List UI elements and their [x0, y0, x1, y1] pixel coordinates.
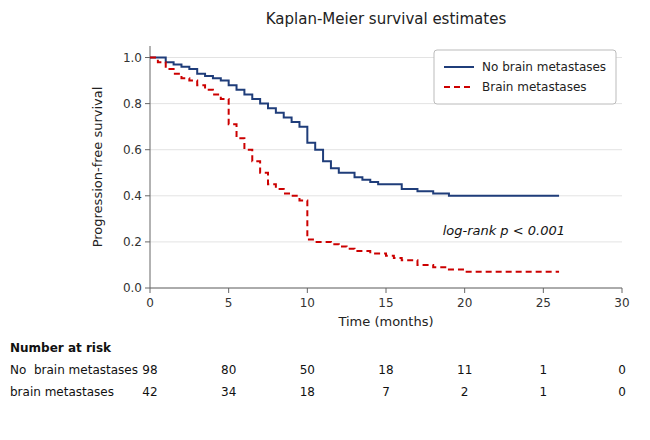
- grid: [150, 58, 622, 288]
- y-tick-label: 0.8: [123, 97, 142, 111]
- x-axis-label: Time (months): [337, 314, 433, 329]
- risk-count: 34: [221, 385, 236, 399]
- x-tick-label: 10: [300, 296, 315, 310]
- x-tick-label: 5: [225, 296, 233, 310]
- y-tick: [145, 195, 150, 196]
- legend-swatch: [444, 66, 474, 68]
- risk-count: 18: [378, 363, 393, 377]
- y-tick: [145, 57, 150, 58]
- x-tick-label: 30: [614, 296, 629, 310]
- y-tick-label: 1.0: [123, 51, 142, 65]
- y-tick: [145, 103, 150, 104]
- risk-count: 98: [142, 363, 157, 377]
- x-tick: [228, 288, 229, 293]
- risk-count: 50: [300, 363, 315, 377]
- grid-line: [150, 149, 622, 150]
- risk-table: Number at risk No brain metastases 98 80 50 1…: [10, 341, 626, 399]
- annotation: log-rank p < 0.001: [443, 223, 565, 238]
- legend: No brain metastases Brain metastases: [434, 50, 616, 104]
- y-tick: [145, 149, 150, 150]
- y-tick: [145, 288, 150, 289]
- risk-count: 0: [618, 363, 626, 377]
- y-tick-label: 0.4: [123, 189, 142, 203]
- legend-swatch: [444, 86, 474, 88]
- risk-table-title: Number at risk: [10, 341, 112, 355]
- risk-count: 7: [382, 385, 390, 399]
- y-tick-label: 0.6: [123, 143, 142, 157]
- title: Kaplan-Meier survival estimates: [266, 10, 507, 28]
- x-tick-label: 25: [536, 296, 551, 310]
- x-tick-label: 20: [457, 296, 472, 310]
- y-tick-label: 0.0: [123, 281, 142, 295]
- x-axis: [150, 288, 622, 289]
- risk-count: 0: [618, 385, 626, 399]
- x-tick: [150, 288, 151, 293]
- risk-count: 1: [540, 385, 548, 399]
- chart: Kaplan-Meier survival estimates 0.0 0.2 0.4…: [0, 0, 650, 440]
- risk-count: 18: [300, 385, 315, 399]
- risk-count: 11: [457, 363, 472, 377]
- grid-line: [150, 241, 622, 242]
- x-tick: [386, 288, 387, 293]
- risk-row-label: No brain metastases: [10, 363, 138, 377]
- legend-box: [434, 50, 616, 104]
- x-tick: [543, 288, 544, 293]
- x-tick-label: 15: [378, 296, 393, 310]
- risk-count: 2: [461, 385, 469, 399]
- y-axis-label: Progression-free survival: [90, 87, 105, 248]
- x-tick-label: 0: [146, 296, 154, 310]
- risk-row-label: brain metastases: [10, 385, 114, 399]
- y-tick: [145, 241, 150, 242]
- grid-line: [150, 288, 622, 289]
- y-tick-label: 0.2: [123, 235, 142, 249]
- legend-label: Brain metastases: [482, 80, 587, 94]
- y-axis: [150, 46, 151, 288]
- risk-count: 1: [540, 363, 548, 377]
- legend-label: No brain metastases: [482, 60, 606, 74]
- risk-count: 80: [221, 363, 236, 377]
- x-tick: [622, 288, 623, 293]
- risk-count: 42: [142, 385, 157, 399]
- x-tick: [464, 288, 465, 293]
- x-tick: [307, 288, 308, 293]
